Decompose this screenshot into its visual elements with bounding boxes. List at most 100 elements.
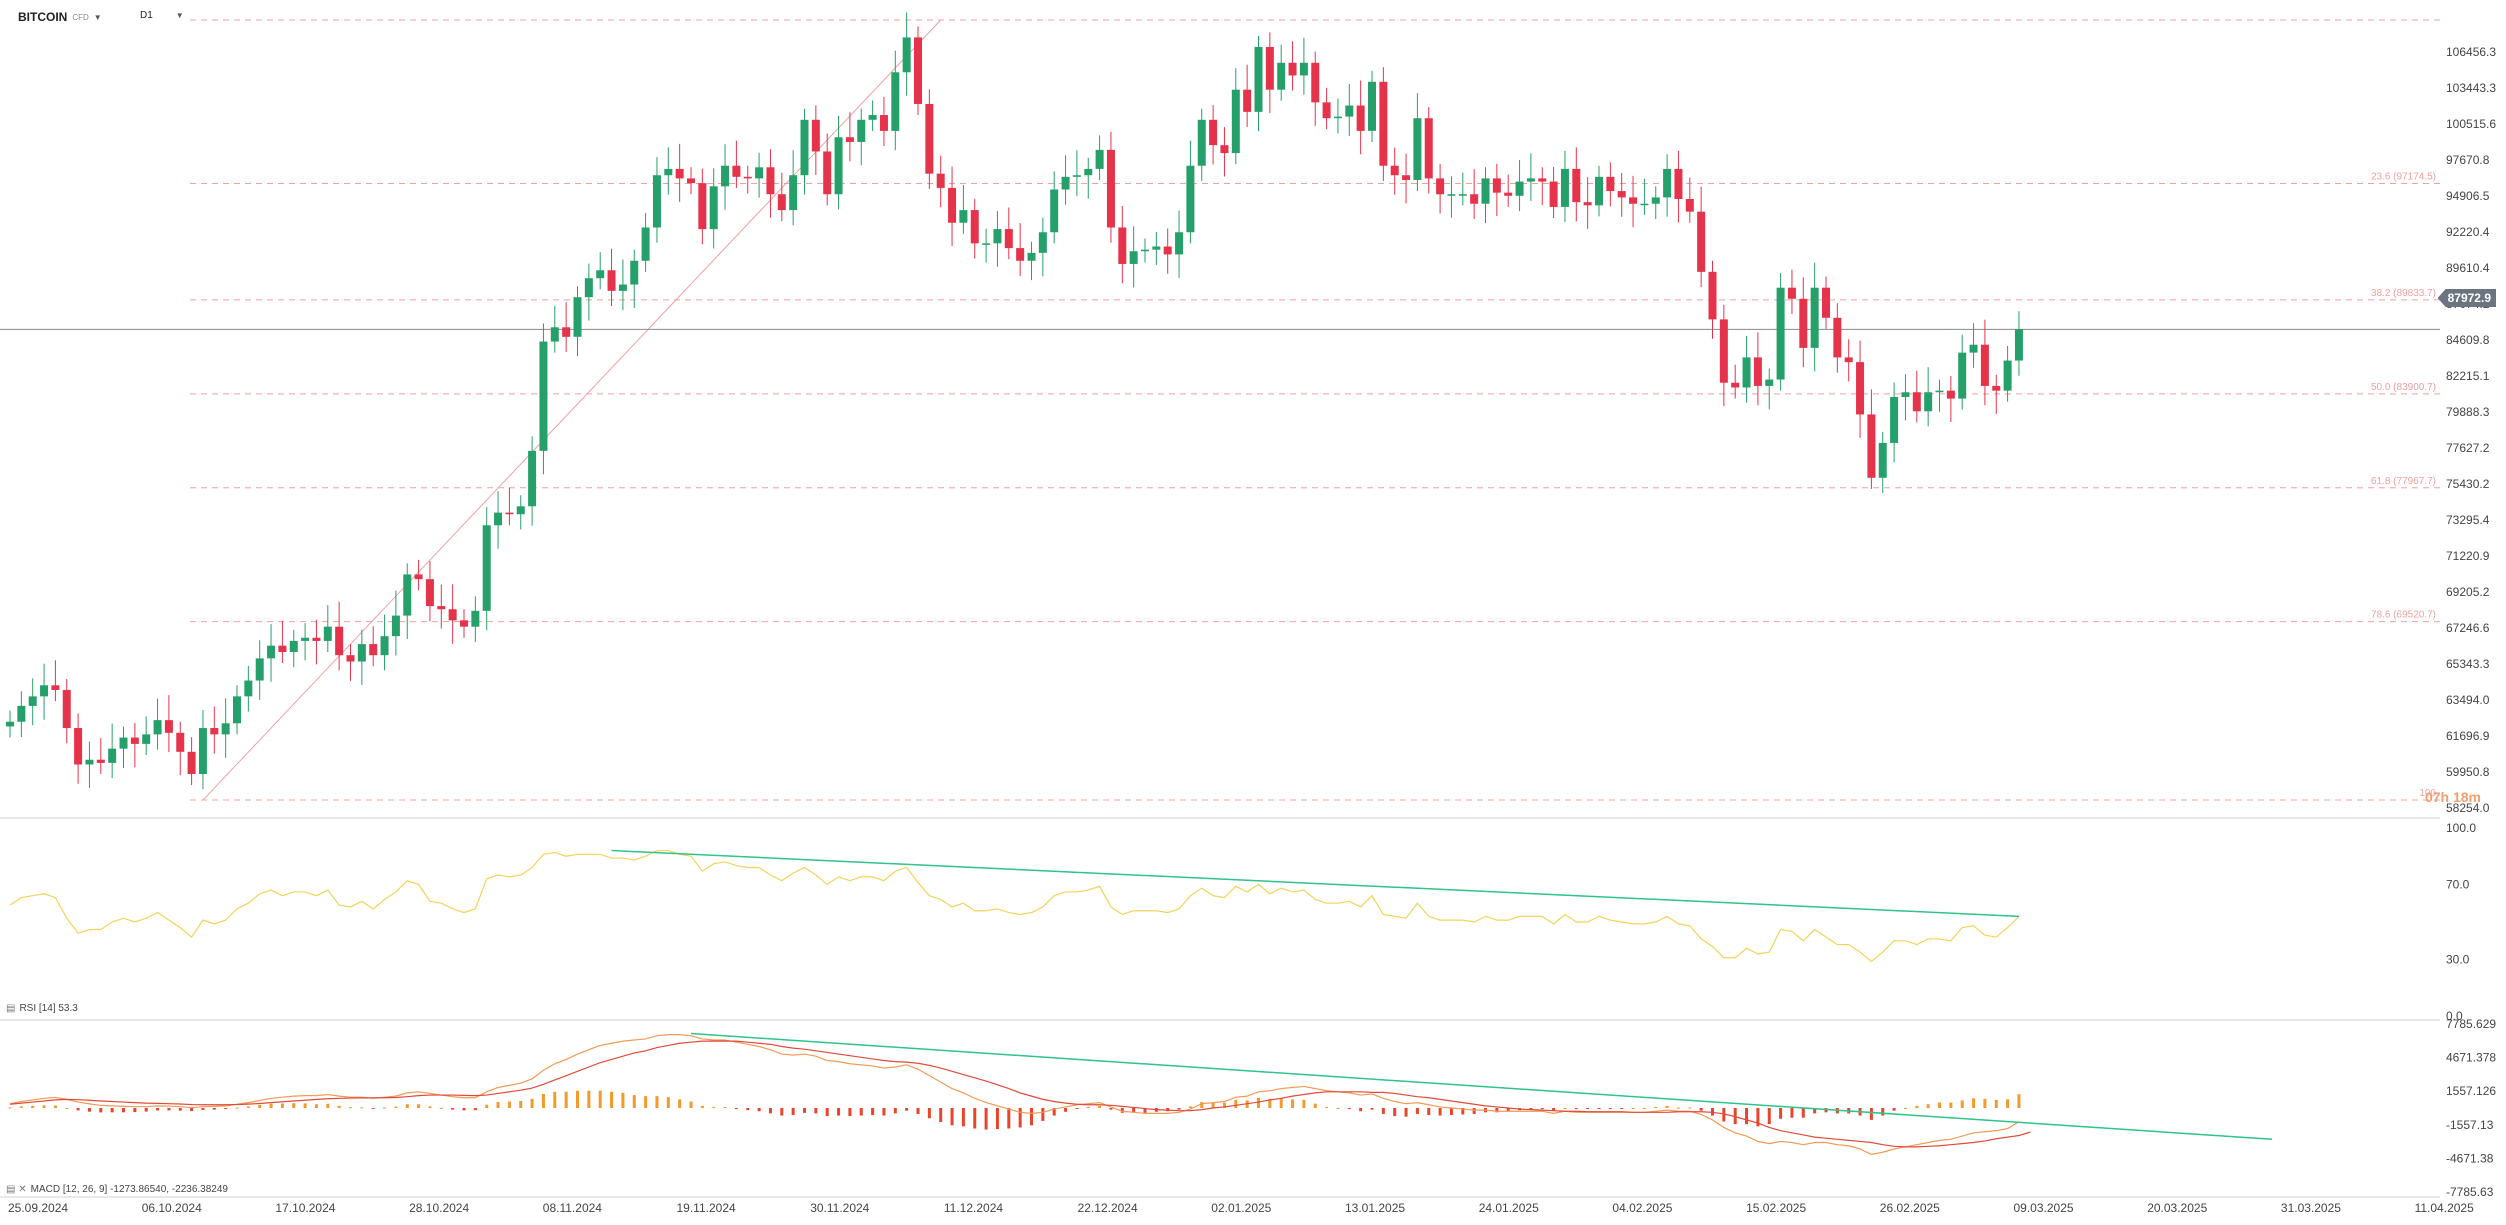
macd-histogram-bar [530,1098,534,1108]
candle [1004,229,1013,249]
settings-icon[interactable]: ▤ [6,1003,16,1014]
macd-histogram-bar [292,1103,296,1108]
macd-histogram-bar [746,1108,750,1111]
price-tick-label: 82215.1 [2446,369,2490,383]
macd-histogram-bar [791,1108,795,1116]
macd-histogram-bar [825,1108,829,1117]
price-tick-label: 71220.9 [2446,549,2490,563]
macd-histogram-bar [1586,1108,1590,1109]
macd-histogram-bar [405,1104,409,1108]
macd-histogram-bar [167,1108,171,1111]
candle [789,175,798,211]
date-tick-label: 06.10.2024 [142,1201,202,1215]
symbol-name: BITCOIN [18,10,68,24]
rsi-title: RSI [14] 53.3 [19,1003,78,1014]
macd-histogram-bar [473,1108,477,1111]
rsi-pane[interactable] [9,849,2020,963]
macd-histogram-bar [1302,1099,1306,1108]
candle [1526,178,1535,182]
candle [1980,344,1989,386]
price-tick-label: 97670.8 [2446,153,2490,167]
candle [1901,392,1910,397]
price-tick-label: 63494.0 [2446,693,2490,707]
candle [1810,287,1819,348]
macd-histogram-bar [65,1108,69,1109]
macd-histogram-bar [156,1108,160,1111]
price-tick-label: 84609.8 [2446,333,2490,347]
candle [1538,178,1547,182]
candle [1856,362,1865,415]
macd-histogram-bar [110,1108,114,1113]
candle [255,658,264,681]
candle [1924,392,1933,412]
macd-histogram-bar [1257,1097,1260,1108]
macd-histogram-bar [1722,1108,1726,1122]
candle [596,270,605,279]
candle [1277,62,1286,90]
symbol-selector[interactable]: BITCOIN CFD ▼ [18,10,102,24]
macd-histogram-bar [1779,1108,1783,1119]
macd-histogram-bar [1767,1108,1771,1125]
macd-histogram-bar [1960,1100,1964,1108]
macd-histogram-bar [621,1092,625,1108]
candle [1606,176,1615,192]
candle [164,720,173,733]
candle [1129,251,1138,264]
candle [664,168,673,176]
candle [96,759,105,763]
rsi-tick-label: 30.0 [2446,953,2470,967]
candle [1504,192,1513,196]
candle [391,615,400,637]
timeframe-selector[interactable]: D1 ▼ [140,10,184,21]
date-tick-label: 17.10.2024 [275,1201,335,1215]
macd-histogram-bar [2017,1094,2021,1108]
candle [755,167,764,179]
candle [1617,191,1626,198]
macd-histogram-bar [1745,1108,1749,1125]
candle [1912,392,1921,412]
candle [1322,102,1331,119]
macd-tick-label: 1557.126 [2446,1084,2496,1098]
rsi-legend[interactable]: ▤ RSI [14] 53.3 [6,1003,78,1014]
macd-histogram-bar [1881,1108,1885,1116]
macd-pane[interactable] [8,1032,2273,1156]
macd-histogram-bar [1018,1108,1022,1128]
candle [244,680,253,697]
macd-histogram-bar [394,1106,398,1108]
macd-histogram-bar [587,1090,591,1108]
macd-histogram-bar [1608,1108,1612,1109]
candle [1038,232,1047,253]
candle [1776,287,1785,380]
candle [1141,249,1149,252]
macd-histogram-bar [1540,1108,1544,1110]
macd-histogram-bar [280,1103,284,1108]
price-pane[interactable]: 23.6 (97174.5) 38.2 (89833.7) 50.0 (83900.… [0,12,2440,801]
macd-histogram-bar [564,1091,568,1108]
candle [482,525,491,611]
candle [312,637,321,641]
macd-histogram-bar [1688,1107,1692,1109]
candle [1935,390,1944,393]
candle [1946,390,1955,399]
candle [721,165,730,187]
price-tick-label: 67246.6 [2446,621,2490,635]
macd-histogram-bar [780,1108,784,1116]
candle [1288,62,1297,76]
candle [323,626,332,641]
macd-histogram-bar [269,1103,273,1108]
macd-histogram-bar [905,1108,909,1111]
macd-legend[interactable]: ▤ ✕ MACD [12, 26, 9] -1273.86540, -2236.… [6,1184,228,1195]
candle [357,644,366,662]
date-tick-label: 30.11.2024 [810,1201,869,1215]
price-tick-label: 79888.3 [2446,405,2490,419]
macd-histogram-bar [1359,1108,1363,1112]
macd-histogram-bar [360,1107,364,1109]
macd-histogram-bar [1631,1108,1635,1109]
macd-histogram-bar [995,1108,999,1130]
settings-icon[interactable]: ▤ ✕ [6,1184,27,1195]
macd-histogram-bar [576,1090,579,1108]
price-tick-label: 75430.2 [2446,477,2490,491]
candle [698,183,707,230]
candle [1356,105,1365,131]
macd-tick-label: 4671.378 [2446,1051,2496,1065]
